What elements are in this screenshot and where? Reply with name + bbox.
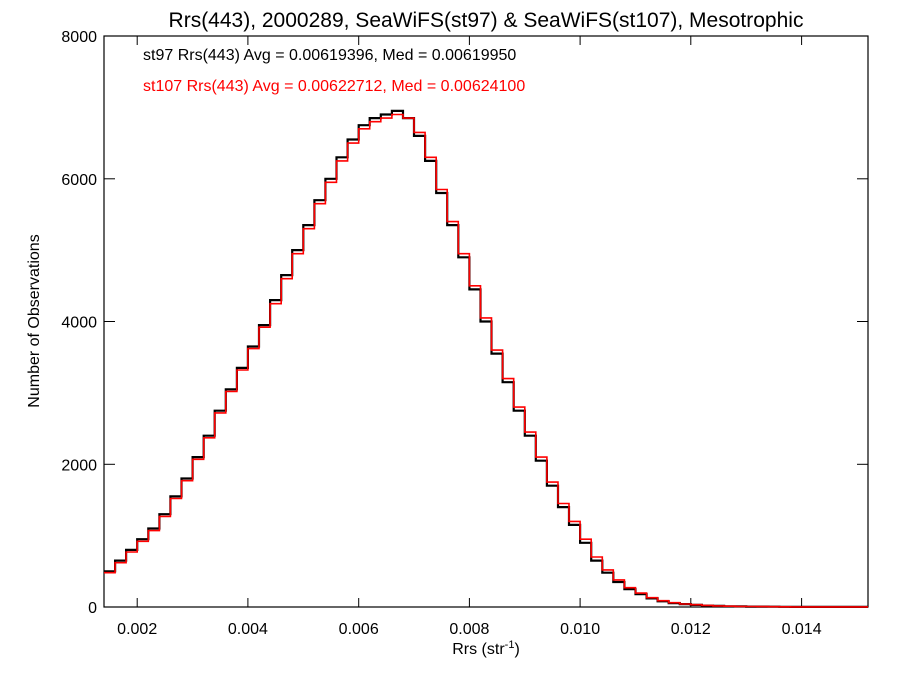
series-line-st97 (104, 109, 868, 608)
x-tick-label: 0.002 (117, 621, 157, 638)
series-line-st107 (104, 113, 868, 608)
x-tick-label: 0.004 (228, 621, 268, 638)
x-tick-label: 0.014 (782, 621, 822, 638)
x-axis-label-main: Rrs (str (452, 641, 505, 658)
y-tick-label: 2000 (61, 457, 97, 474)
axis-ticks: 0.002 0.004 0.006 0.008 0.010 0.012 0.014 0 2000… (61, 29, 868, 638)
x-tick-label: 0.010 (560, 621, 600, 638)
series-lines (104, 109, 868, 608)
x-tick-label: 0.006 (339, 621, 379, 638)
y-tick-label: 4000 (61, 315, 97, 332)
chart-title: Rrs(443), 2000289, SeaWiFS(st97) & SeaWi… (169, 9, 804, 32)
legend-st107-stats: st107 Rrs(443) Avg = 0.00622712, Med = 0… (143, 78, 525, 95)
y-tick-label: 6000 (61, 172, 97, 189)
x-tick-label: 0.008 (449, 621, 489, 638)
y-tick-label: 8000 (61, 29, 97, 46)
legend-st97-stats: st97 Rrs(443) Avg = 0.00619396, Med = 0.… (143, 47, 516, 64)
y-axis-label: Number of Observations (26, 234, 43, 407)
x-axis-label-close: ) (514, 641, 519, 658)
x-axis-label: Rrs (str-1) (452, 639, 520, 658)
x-tick-label: 0.012 (671, 621, 711, 638)
y-tick-label: 0 (88, 600, 97, 617)
x-axis-label-sup: -1 (505, 639, 515, 651)
